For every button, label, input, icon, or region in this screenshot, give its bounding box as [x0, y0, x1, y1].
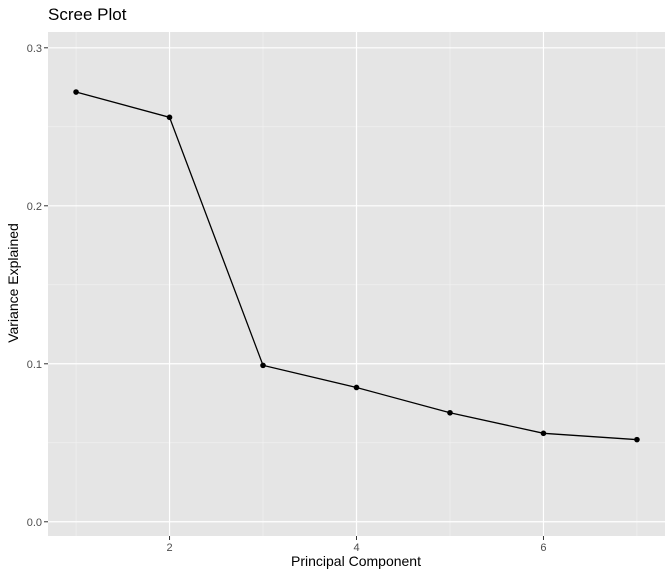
- chart-title: Scree Plot: [48, 5, 127, 24]
- data-point: [73, 89, 79, 95]
- series-layer: [73, 89, 640, 443]
- data-point: [540, 430, 547, 437]
- x-tick-label: 4: [353, 542, 359, 554]
- x-axis: 2 4 6: [166, 536, 547, 554]
- y-axis-title: Variance Explained: [5, 223, 21, 343]
- data-point: [260, 362, 266, 369]
- x-axis-title: Principal Component: [291, 553, 421, 569]
- data-point: [634, 436, 640, 443]
- x-tick-label: 6: [540, 542, 546, 554]
- data-point: [166, 114, 173, 121]
- y-tick-label: 0.2: [27, 201, 42, 213]
- data-point: [353, 384, 360, 391]
- y-tick-label: 0.3: [27, 43, 42, 55]
- y-tick-label: 0.1: [27, 359, 42, 371]
- y-axis: 0.0 0.1 0.2 0.3: [27, 43, 48, 529]
- data-point: [447, 409, 453, 416]
- y-tick-label: 0.0: [27, 517, 42, 529]
- x-tick-label: 2: [166, 542, 172, 554]
